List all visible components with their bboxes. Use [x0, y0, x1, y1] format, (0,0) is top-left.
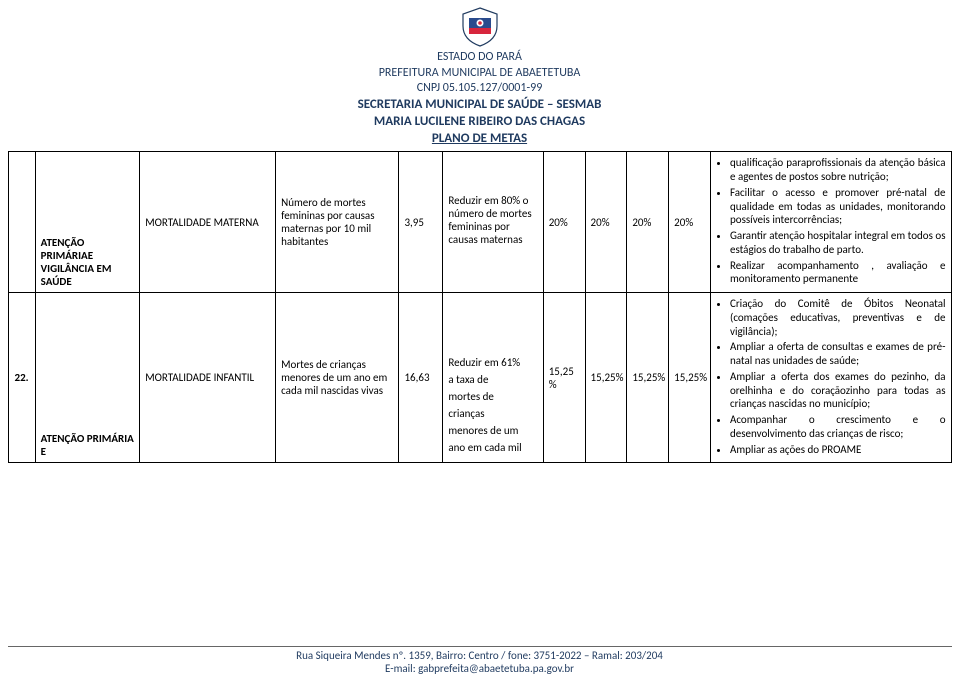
- row-number: [8, 152, 35, 293]
- footer-address: Rua Siqueira Mendes nº. 1359, Bairro: Ce…: [0, 649, 959, 662]
- reduce-line: mortes de: [448, 390, 537, 403]
- row-percent: 20%: [669, 152, 711, 293]
- row-theme: MORTALIDADE INFANTIL: [140, 293, 276, 463]
- header-secretaria: SECRETARIA MUNICIPAL DE SAÚDE – SESMAB: [0, 97, 959, 114]
- metas-table: ATENÇÃO PRIMÁRIAE VIGILÂNCIA EM SAÚDEMOR…: [8, 151, 952, 463]
- table-row: 22.ATENÇÃO PRIMÁRIA EMORTALIDADE INFANTI…: [8, 293, 951, 463]
- action-item: Ampliar a oferta de consultas e exames d…: [730, 340, 946, 368]
- row-actions: Criação do Comitê de Óbitos Neonatal (co…: [710, 293, 951, 463]
- reduce-line: Reduzir em 61%: [448, 356, 537, 369]
- reduce-line: crianças: [448, 407, 537, 420]
- action-item: Garantir atenção hospitalar integral em …: [730, 229, 946, 257]
- action-item: Ampliar a oferta dos exames do pezinho, …: [730, 370, 946, 411]
- action-item: Realizar acompanhamento , avaliação e mo…: [730, 259, 946, 287]
- row-category: ATENÇÃO PRIMÁRIA E: [35, 293, 140, 463]
- header-prefeitura: PREFEITURA MUNICIPAL DE ABAETETUBA: [0, 66, 959, 82]
- footer-separator: [8, 646, 952, 647]
- document-header: ESTADO DO PARÁ PREFEITURA MUNICIPAL DE A…: [0, 0, 959, 147]
- row-percent: 20%: [585, 152, 627, 293]
- row-percent: 20%: [543, 152, 585, 293]
- row-indicator: Mortes de crianças menores de um ano em …: [276, 293, 399, 463]
- table-row: ATENÇÃO PRIMÁRIAE VIGILÂNCIA EM SAÚDEMOR…: [8, 152, 951, 293]
- row-reduce: Reduzir em 61% a taxa de mortes de crianças…: [443, 293, 543, 463]
- municipal-logo: [459, 6, 501, 48]
- row-percent: 15,25%: [627, 293, 669, 463]
- row-percent: 15,25%: [585, 293, 627, 463]
- reduce-line: ano em cada mil: [448, 441, 537, 454]
- row-category: ATENÇÃO PRIMÁRIAE VIGILÂNCIA EM SAÚDE: [35, 152, 140, 293]
- reduce-line: Reduzir em 80% o número de mortes femini…: [448, 194, 537, 246]
- reduce-line: a taxa de: [448, 373, 537, 386]
- reduce-line: menores de um: [448, 424, 537, 437]
- row-theme: MORTALIDADE MATERNA: [140, 152, 276, 293]
- footer-email: E-mail: gabprefeita@abaetetuba.pa.gov.br: [0, 662, 959, 675]
- row-value: 3,95: [399, 152, 443, 293]
- header-state: ESTADO DO PARÁ: [0, 50, 959, 66]
- document-footer: Rua Siqueira Mendes nº. 1359, Bairro: Ce…: [0, 646, 959, 675]
- action-item: Criação do Comitê de Óbitos Neonatal (co…: [730, 297, 946, 338]
- row-percent: 20%: [627, 152, 669, 293]
- header-plan-title: PLANO DE METAS: [0, 131, 959, 148]
- row-number: 22.: [8, 293, 35, 463]
- action-item: qualificação paraprofissionais da atençã…: [730, 156, 946, 184]
- header-cnpj: CNPJ 05.105.127/0001-99: [0, 81, 959, 97]
- action-item: Ampliar as ações do PROAME: [730, 443, 946, 457]
- action-item: Facilitar o acesso e promover pré-natal …: [730, 186, 946, 227]
- action-item: Acompanhar o crescimento e o desenvolvim…: [730, 413, 946, 441]
- row-value: 16,63: [399, 293, 443, 463]
- header-name: MARIA LUCILENE RIBEIRO DAS CHAGAS: [0, 114, 959, 131]
- row-actions: qualificação paraprofissionais da atençã…: [710, 152, 951, 293]
- row-percent: 15,25%: [543, 293, 585, 463]
- row-indicator: Número de mortes femininas por causas ma…: [276, 152, 399, 293]
- row-percent: 15,25%: [669, 293, 711, 463]
- row-reduce: Reduzir em 80% o número de mortes femini…: [443, 152, 543, 293]
